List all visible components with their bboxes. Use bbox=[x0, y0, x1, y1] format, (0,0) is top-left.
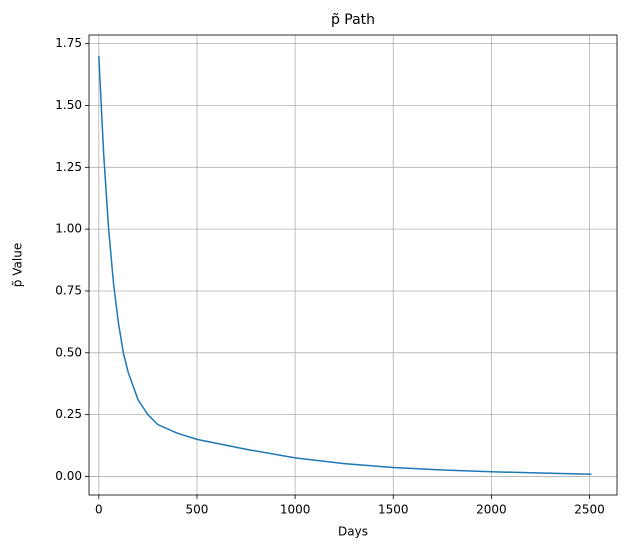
y-tick-label: 1.00 bbox=[55, 222, 82, 236]
y-tick-label: 0.00 bbox=[55, 469, 82, 483]
x-tick-label: 1000 bbox=[280, 503, 311, 517]
x-tick-label: 2000 bbox=[476, 503, 507, 517]
x-tick-label: 500 bbox=[186, 503, 209, 517]
x-tick-label: 2500 bbox=[574, 503, 605, 517]
x-tick-label: 0 bbox=[95, 503, 103, 517]
y-tick-label: 0.50 bbox=[55, 345, 82, 359]
y-tick-label: 0.25 bbox=[55, 407, 82, 421]
line-series bbox=[98, 55, 592, 475]
y-tick-label: 1.50 bbox=[55, 98, 82, 112]
y-tick-label: 1.25 bbox=[55, 160, 82, 174]
y-axis-label: p̃ Value bbox=[11, 243, 25, 287]
y-tick-label: 0.75 bbox=[55, 283, 82, 297]
plot-frame bbox=[88, 34, 618, 496]
x-tick-label: 1500 bbox=[378, 503, 409, 517]
x-axis-label: Days bbox=[338, 525, 368, 539]
y-tick-label: 1.75 bbox=[55, 36, 82, 50]
chart-title: p̃ Path bbox=[331, 12, 375, 28]
